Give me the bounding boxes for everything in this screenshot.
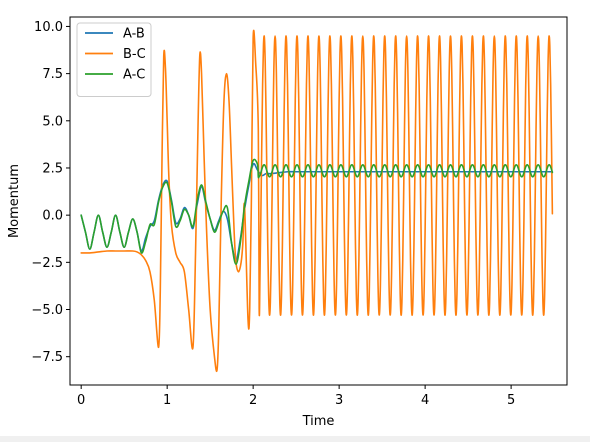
y-tick-label: 7.5 [42, 67, 63, 82]
legend: A-B B-C A-C [76, 22, 152, 97]
y-tick-label: −5.0 [31, 303, 63, 318]
x-tick-label: 0 [77, 393, 85, 408]
x-tick-label: 2 [249, 393, 257, 408]
y-tick-label: −2.5 [31, 256, 63, 271]
x-tick-label: 5 [507, 393, 515, 408]
series-line-b-c [80, 29, 554, 373]
x-tick-label: 3 [335, 393, 343, 408]
x-axis-title: Time [302, 414, 335, 429]
y-axis-ticks: −7.5 −5.0 −2.5 0.0 2.5 5.0 7.5 10.0 [31, 20, 70, 365]
x-tick-label: 1 [163, 393, 171, 408]
y-tick-label: −7.5 [31, 350, 63, 365]
x-axis-ticks: 0 1 2 3 4 5 [77, 385, 515, 408]
series-line-a-c [80, 158, 554, 266]
y-tick-label: 10.0 [34, 20, 63, 35]
plot-frame [69, 16, 568, 386]
y-axis-title: Momentum [7, 164, 22, 238]
legend-box [76, 22, 152, 97]
legend-label: B-C [123, 47, 146, 62]
legend-label: A-B [123, 27, 145, 42]
y-tick-label: 0.0 [42, 209, 63, 224]
x-tick-label: 4 [421, 393, 429, 408]
y-tick-label: 5.0 [42, 114, 63, 129]
y-tick-label: 2.5 [42, 161, 63, 176]
legend-label: A-C [123, 68, 145, 83]
window-bottom-strip [0, 436, 590, 442]
legend-entries: A-B B-C A-C [85, 27, 146, 83]
series-layer [80, 29, 554, 373]
